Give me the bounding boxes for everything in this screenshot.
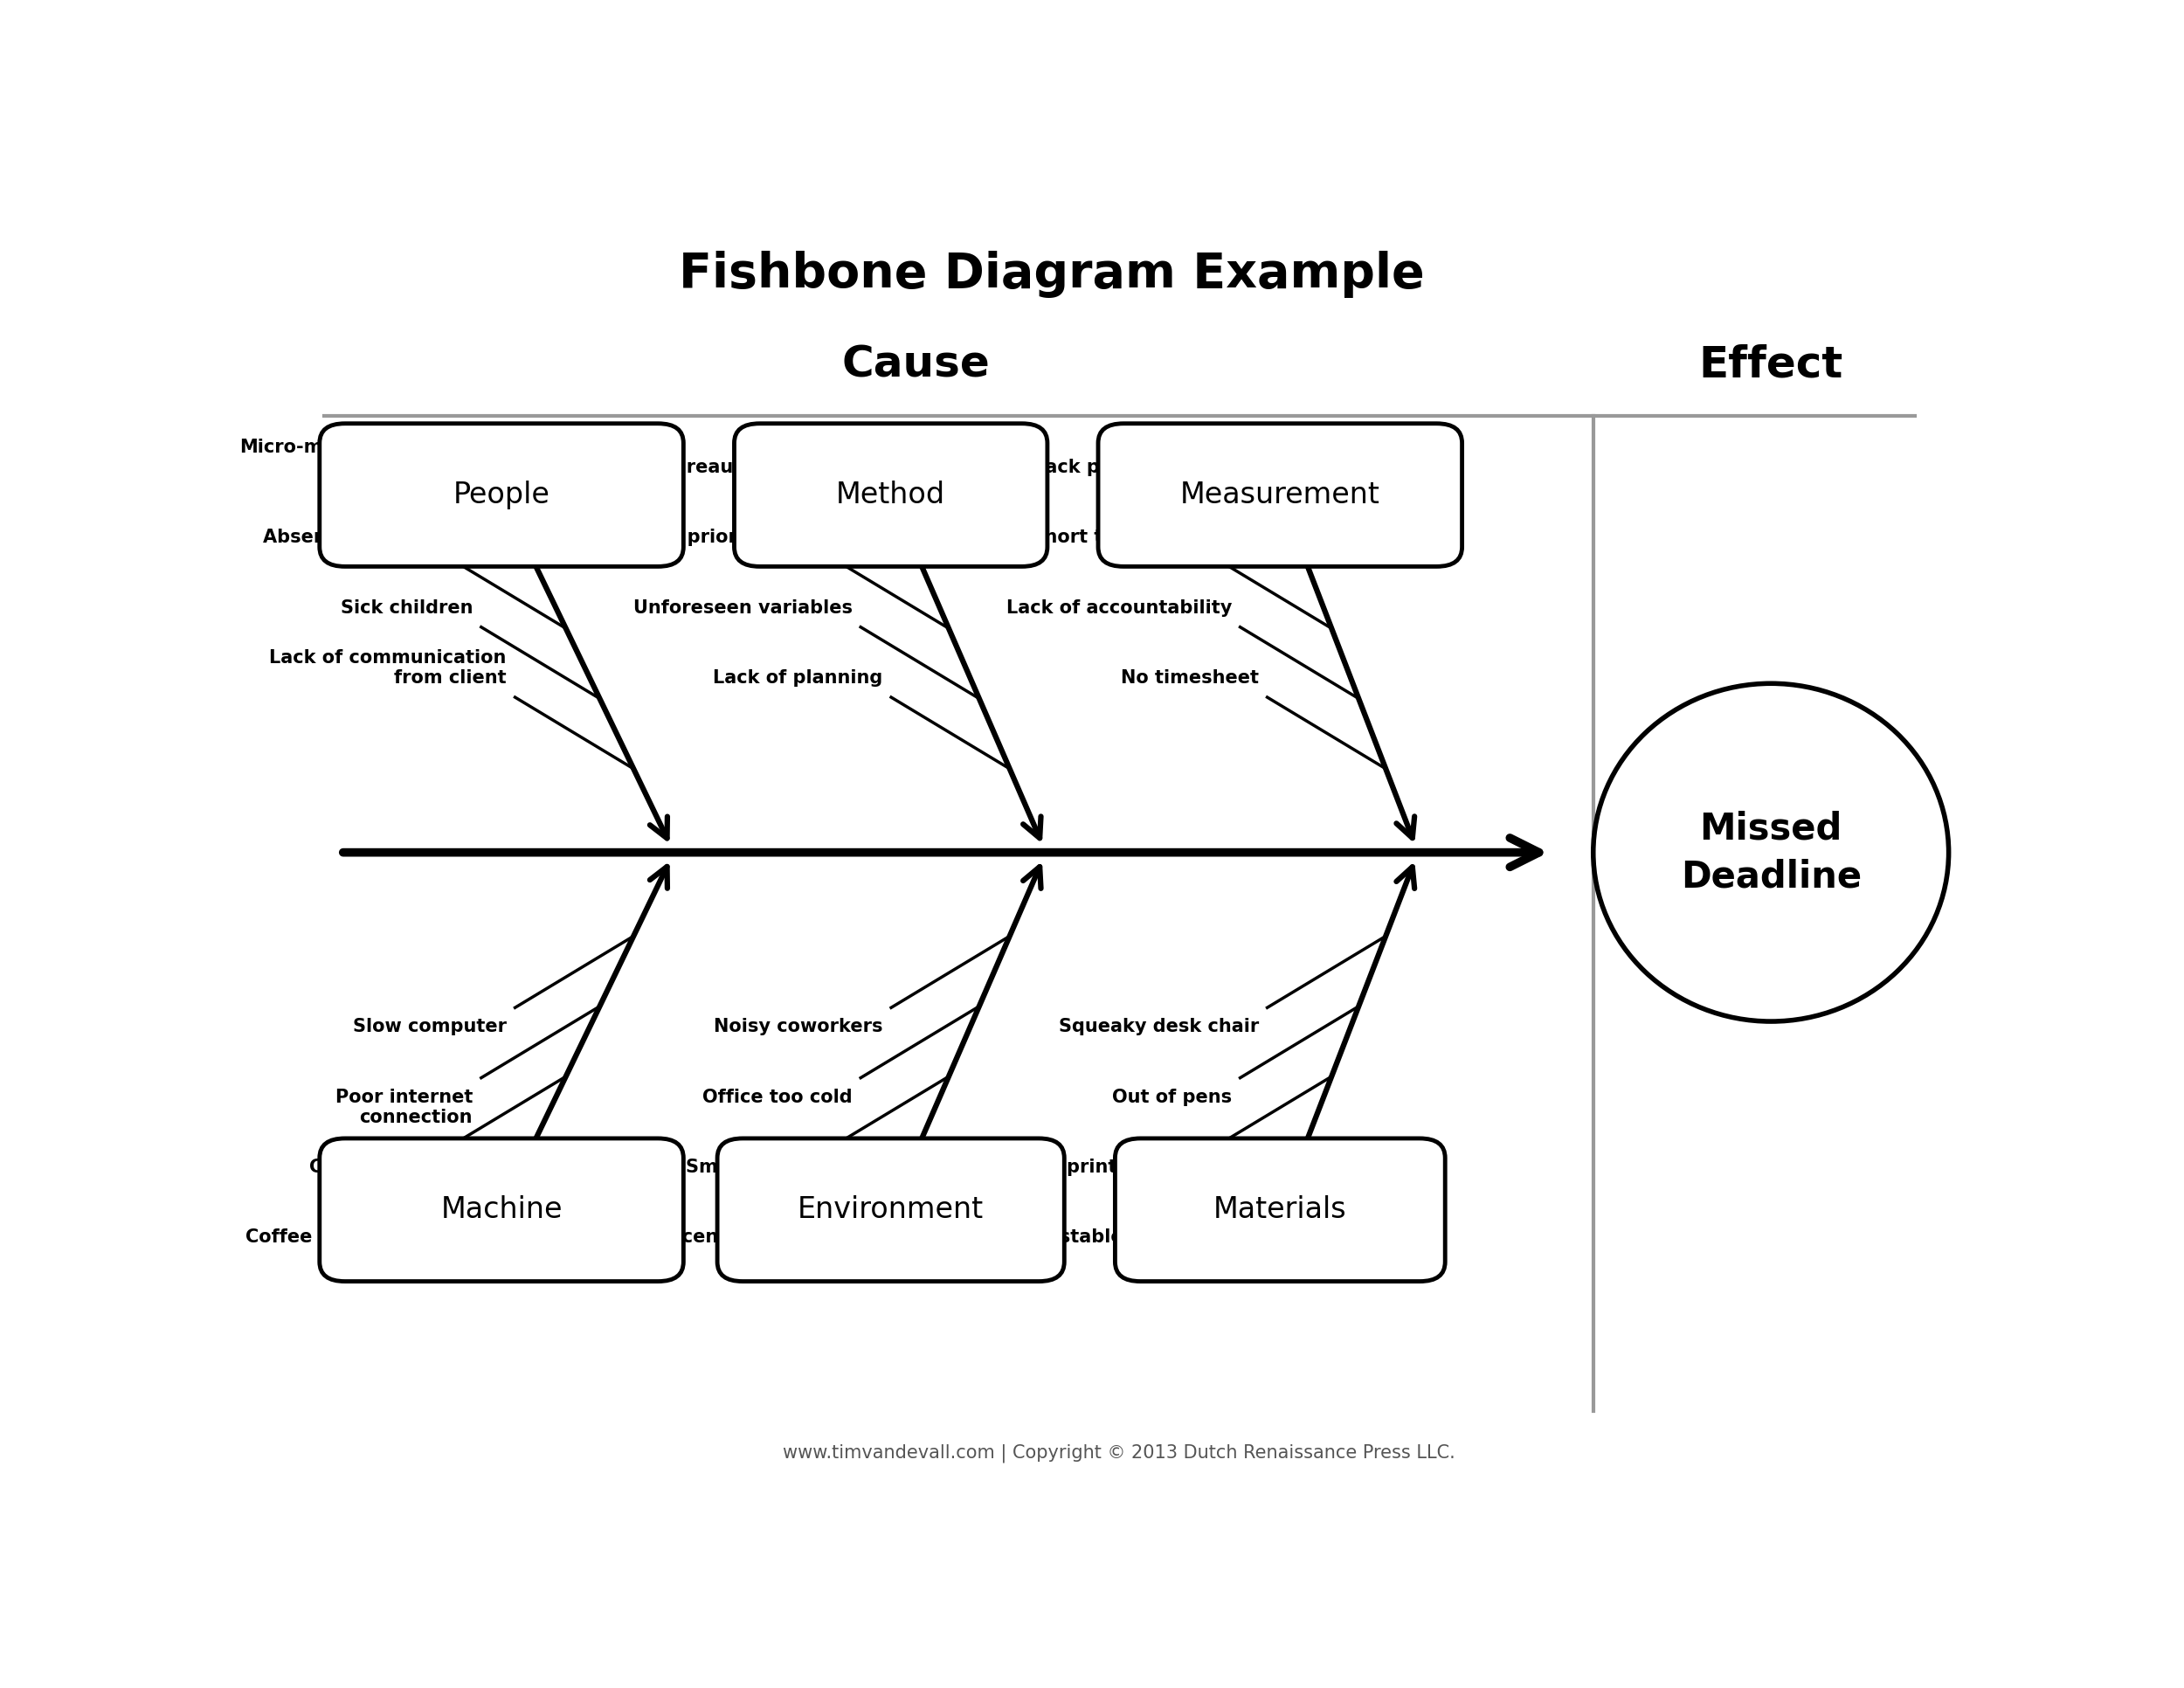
Text: Lack of planning: Lack of planning: [712, 670, 882, 687]
Text: Missed
Deadline: Missed Deadline: [1679, 810, 1861, 895]
Text: Bureaucratic: Bureaucratic: [660, 459, 791, 476]
FancyBboxPatch shape: [319, 424, 684, 567]
Text: Environment: Environment: [797, 1195, 983, 1224]
Text: Office too cold: Office too cold: [703, 1089, 852, 1106]
Text: Micro-managing
boss: Micro-managing boss: [238, 439, 404, 476]
Text: Did not track progress: Did not track progress: [946, 459, 1177, 476]
Text: Unforeseen variables: Unforeseen variables: [633, 599, 852, 616]
Text: Small cubicle: Small cubicle: [686, 1158, 821, 1177]
Text: Materials: Materials: [1214, 1195, 1348, 1224]
Text: Poor prioritization: Poor prioritization: [633, 528, 821, 547]
FancyBboxPatch shape: [319, 1138, 684, 1281]
Text: Coffee machine
broken: Coffee machine broken: [245, 1229, 404, 1266]
Text: Sick children: Sick children: [341, 599, 472, 616]
Text: www.timvandevall.com | Copyright © 2013 Dutch Renaissance Press LLC.: www.timvandevall.com | Copyright © 2013 …: [784, 1443, 1455, 1462]
Text: No printer paper: No printer paper: [1033, 1158, 1206, 1177]
Text: Effect: Effect: [1699, 344, 1843, 387]
Text: Absent secretary: Absent secretary: [262, 528, 439, 547]
Text: Cause: Cause: [843, 344, 989, 387]
Text: Poor internet
connection: Poor internet connection: [336, 1089, 472, 1126]
FancyBboxPatch shape: [716, 1138, 1064, 1281]
Text: No timesheet: No timesheet: [1120, 670, 1258, 687]
FancyBboxPatch shape: [1099, 424, 1461, 567]
Text: Lack of communication
from client: Lack of communication from client: [269, 650, 507, 687]
FancyBboxPatch shape: [1116, 1138, 1446, 1281]
Text: Machine: Machine: [441, 1195, 563, 1224]
Text: People: People: [452, 481, 550, 510]
Text: Unstable desk: Unstable desk: [1031, 1229, 1177, 1246]
Text: Lack of accountability: Lack of accountability: [1007, 599, 1232, 616]
Text: Squeaky desk chair: Squeaky desk chair: [1059, 1018, 1258, 1035]
Text: Fluorescent lights: Fluorescent lights: [605, 1229, 791, 1246]
Text: Method: Method: [836, 481, 946, 510]
Text: Measurement: Measurement: [1179, 481, 1380, 510]
Text: No short term goals: No short term goals: [1000, 528, 1206, 547]
Text: Slow computer: Slow computer: [354, 1018, 507, 1035]
Text: Fishbone Diagram Example: Fishbone Diagram Example: [679, 250, 1424, 297]
Text: Car wouldn't
start: Car wouldn't start: [310, 1158, 439, 1197]
Text: Out of pens: Out of pens: [1112, 1089, 1232, 1106]
FancyBboxPatch shape: [734, 424, 1048, 567]
Text: Noisy coworkers: Noisy coworkers: [714, 1018, 882, 1035]
